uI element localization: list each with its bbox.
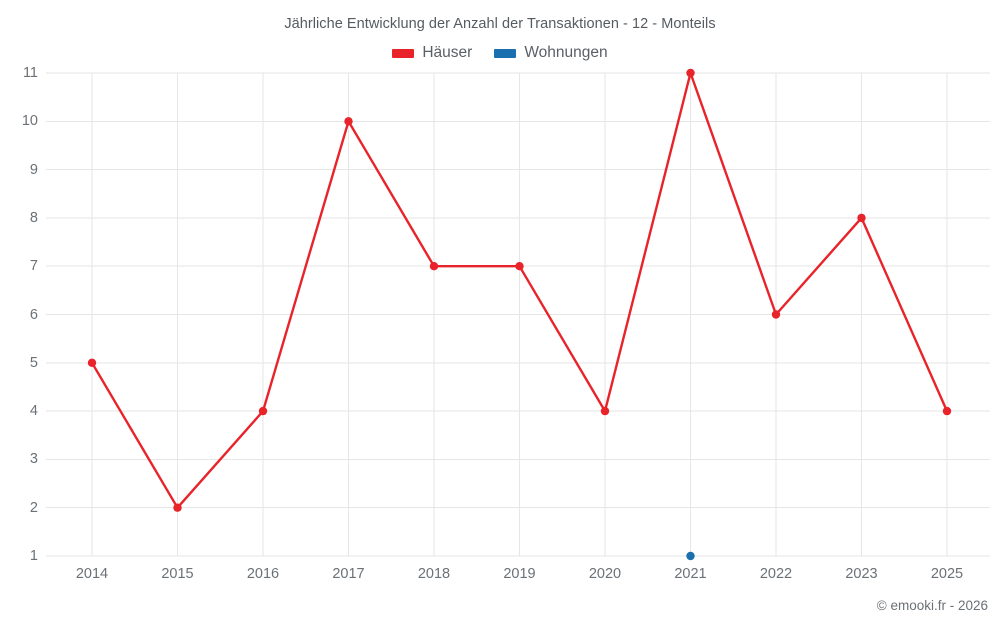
x-tick-label: 2017 bbox=[332, 566, 365, 582]
y-tick-label: 9 bbox=[29, 161, 38, 178]
x-tick-label: 2019 bbox=[503, 566, 536, 582]
legend-swatch-wohnungen bbox=[494, 48, 517, 58]
y-tick-label: 4 bbox=[29, 403, 38, 420]
x-tick-label: 2022 bbox=[759, 566, 793, 582]
chart-title: Jährliche Entwicklung der Anzahl der Tra… bbox=[284, 16, 716, 32]
x-tick-label: 2014 bbox=[75, 566, 109, 582]
series-markers bbox=[87, 68, 952, 561]
x-tick-label: 2015 bbox=[161, 566, 194, 582]
legend-item-wohnungen[interactable]: Wohnungen bbox=[494, 44, 608, 62]
y-tick-label: 1 bbox=[29, 548, 38, 564]
x-tick-label: 2018 bbox=[417, 566, 451, 582]
x-tick-label: 2016 bbox=[246, 566, 280, 582]
y-tick-label: 10 bbox=[21, 113, 38, 130]
y-tick-label: 6 bbox=[29, 306, 38, 323]
y-tick-label: 2 bbox=[29, 499, 38, 516]
x-tick-label: 2021 bbox=[674, 566, 707, 582]
legend-label-hauser: Häuser bbox=[422, 44, 473, 61]
chart-legend: Häuser Wohnungen bbox=[0, 44, 1000, 62]
y-axis: 1 2 3 4 5 6 7 8 9 10 11 bbox=[0, 65, 38, 564]
y-tick-label: 8 bbox=[29, 209, 38, 226]
y-tick-label: 7 bbox=[29, 258, 38, 275]
x-tick-label: 2025 bbox=[930, 566, 964, 582]
footer-credit: © emooki.fr - 2026 bbox=[876, 598, 988, 613]
y-tick-label: 3 bbox=[29, 451, 38, 468]
x-tick-label: 2023 bbox=[845, 566, 878, 582]
grid-lines bbox=[46, 72, 990, 557]
y-tick-label: 11 bbox=[22, 65, 38, 81]
legend-label-wohnungen: Wohnungen bbox=[524, 44, 608, 61]
y-tick-label: 5 bbox=[29, 354, 38, 371]
plot-area bbox=[46, 68, 990, 561]
legend-swatch-hauser bbox=[392, 48, 415, 58]
x-tick-label: 2020 bbox=[588, 566, 622, 582]
x-axis: 2014 2015 2016 2017 2018 2019 2020 2021 2022 2023… bbox=[0, 566, 1000, 590]
legend-item-hauser[interactable]: Häuser bbox=[392, 44, 472, 62]
plot-svg bbox=[46, 68, 990, 561]
